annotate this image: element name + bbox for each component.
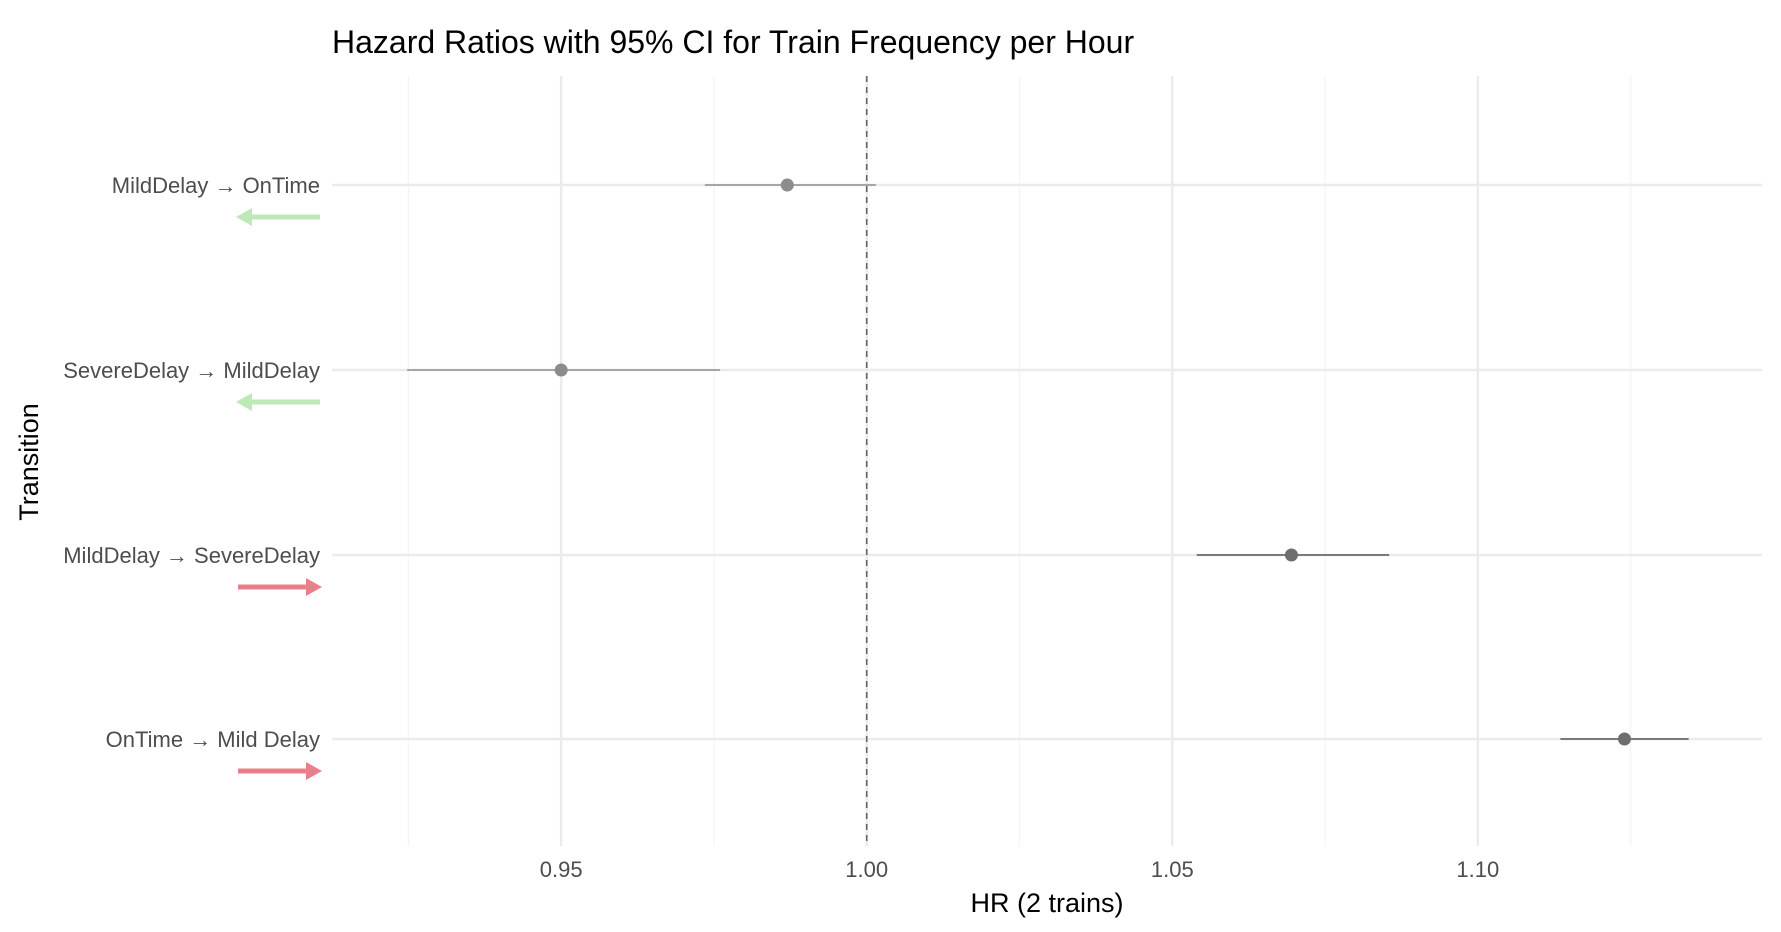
hr-point <box>1618 732 1631 746</box>
minor-grid <box>407 76 1632 846</box>
right-arrow-icon <box>306 578 322 596</box>
x-tick-label: 1.00 <box>845 857 888 882</box>
major-grid <box>332 76 1762 846</box>
y-tick-label: MildDelay → OnTime <box>112 173 320 198</box>
left-arrow-icon <box>236 393 252 411</box>
confidence-intervals <box>407 184 1689 740</box>
y-tick-label: MildDelay → SevereDelay <box>63 543 320 568</box>
y-axis-ticks: MildDelay → OnTime SevereDelay → MildDela… <box>63 173 320 752</box>
chart-title: Hazard Ratios with 95% CI for Train Freq… <box>332 24 1134 60</box>
hr-point <box>780 178 794 192</box>
x-tick-label: 1.10 <box>1456 857 1499 882</box>
right-arrow-icon <box>306 762 322 780</box>
direction-arrows <box>236 208 322 780</box>
y-tick-label: OnTime → Mild Delay <box>106 727 320 752</box>
x-tick-label: 1.05 <box>1151 857 1194 882</box>
y-tick-label: SevereDelay → MildDelay <box>63 358 320 383</box>
left-arrow-icon <box>236 208 252 226</box>
y-axis-title: Transition <box>14 403 44 521</box>
x-tick-label: 0.95 <box>540 857 583 882</box>
x-axis-title: HR (2 trains) <box>970 888 1123 918</box>
hr-point <box>554 363 568 377</box>
hr-point <box>1284 548 1298 562</box>
hazard-ratio-points <box>554 178 1631 746</box>
x-axis-ticks: 0.95 1.00 1.05 1.10 <box>540 857 1499 882</box>
